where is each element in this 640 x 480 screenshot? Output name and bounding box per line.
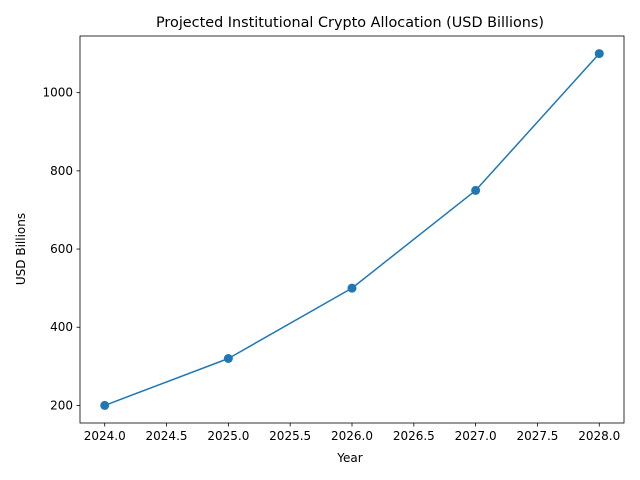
data-point [100, 400, 110, 410]
x-axis-label: Year [336, 451, 362, 465]
data-point [223, 354, 233, 363]
x-tick-label: 2025.5 [269, 429, 311, 443]
data-point [594, 49, 604, 59]
x-tick-label: 2026.0 [331, 429, 373, 443]
data-point [347, 283, 357, 293]
y-tick-label: 800 [50, 164, 73, 178]
x-tick-label: 2027.0 [455, 429, 497, 443]
x-tick-label: 2028.0 [578, 429, 620, 443]
y-tick-label: 200 [50, 398, 73, 412]
plot-area: 2024.0 2024.5 2025.0 2025.5 2026.0 2026.5 2027… [42, 35, 625, 443]
data-point [471, 185, 481, 195]
y-tick-label: 1000 [42, 86, 73, 100]
y-tick-label: 600 [50, 242, 73, 256]
x-tick-label: 2025.0 [207, 429, 249, 443]
x-tick-label: 2024.0 [84, 429, 126, 443]
x-tick-label: 2027.5 [516, 429, 558, 443]
y-axis-label: USD Billions [14, 213, 28, 285]
x-tick-label: 2026.5 [393, 429, 435, 443]
chart-title: Projected Institutional Crypto Allocatio… [156, 15, 544, 31]
y-tick-label: 400 [50, 320, 73, 334]
x-tick-label: 2024.5 [146, 429, 188, 443]
